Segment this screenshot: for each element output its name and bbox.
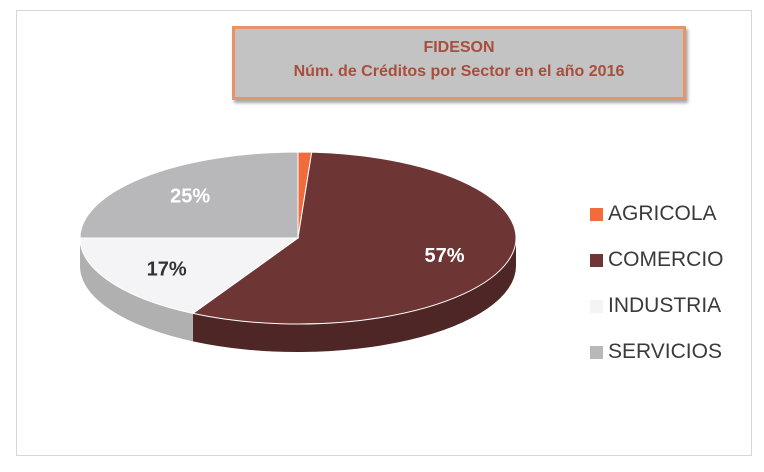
- legend-label-industria: INDUSTRIA: [608, 294, 722, 317]
- data-label-servicios: 25%: [170, 185, 210, 207]
- pie-slice-industria: [79, 237, 300, 314]
- legend-label-agricola: AGRICOLA: [608, 202, 717, 225]
- legend-swatch-servicios: [590, 346, 603, 359]
- legend-label-servicios: SERVICIOS: [608, 340, 722, 363]
- chart-title: FIDESON: [423, 39, 495, 56]
- legend-swatch-agricola: [590, 208, 603, 221]
- pie-slice-comercio: [191, 151, 517, 325]
- pie-slice-servicios: [79, 151, 299, 239]
- data-label-comercio: 57%: [425, 245, 465, 267]
- chart-title-box: FIDESON Núm. de Créditos por Sector en e…: [232, 26, 686, 100]
- legend-swatch-comercio: [590, 254, 603, 267]
- legend-swatch-industria: [590, 300, 603, 313]
- chart-subtitle: Núm. de Créditos por Sector en el año 20…: [293, 63, 625, 80]
- legend-label-comercio: COMERCIO: [608, 248, 724, 271]
- pie-side-industria: [80, 238, 193, 342]
- data-label-industria: 17%: [147, 259, 187, 281]
